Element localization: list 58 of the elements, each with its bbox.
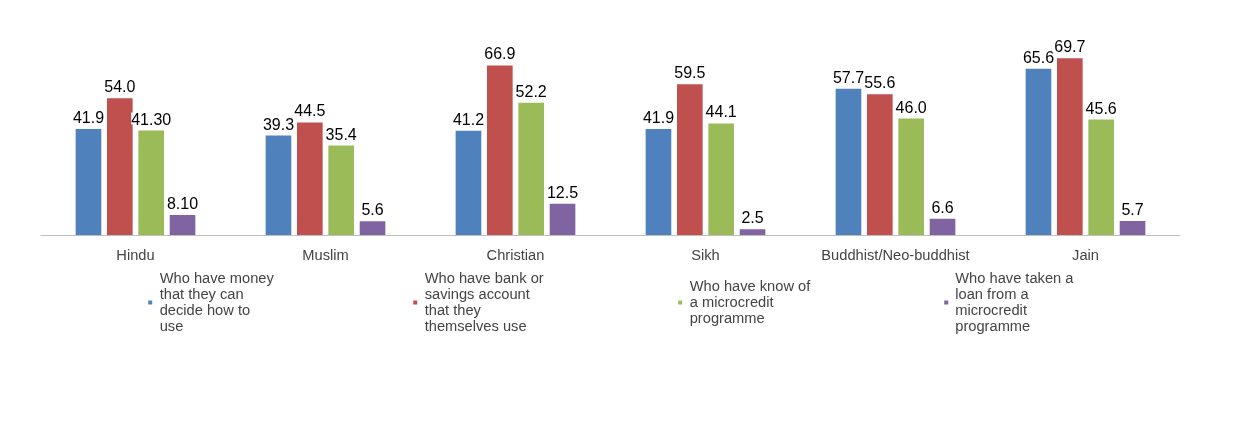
legend-label: Who have know of a microcredit programme	[689, 278, 811, 326]
data-label: 35.4	[325, 125, 357, 143]
data-label: 46.0	[895, 98, 927, 116]
legend-label: Who have money that they can decide how to use	[159, 270, 275, 334]
data-label: 41.9	[642, 109, 675, 126]
bar	[107, 98, 133, 236]
data-label: 55.6	[864, 74, 896, 92]
bar	[359, 221, 386, 236]
bar	[677, 84, 703, 236]
data-label: 45.6	[1085, 99, 1117, 117]
x-tick-label: Hindu	[116, 246, 155, 263]
bar	[297, 122, 323, 236]
data-label: 57.7	[832, 68, 865, 86]
bar	[835, 88, 862, 236]
bar	[929, 218, 956, 236]
x-tick-label: Jain	[1072, 246, 1099, 263]
bar	[867, 94, 893, 236]
x-tick-label: Muslim	[302, 246, 349, 263]
x-tick-label: Christian	[486, 246, 545, 263]
legend-label: Who have bank or savings account that they themselves use	[424, 270, 545, 334]
data-label: 8.10	[166, 194, 199, 212]
bar	[265, 135, 292, 236]
data-label: 39.3	[262, 115, 295, 133]
bar	[138, 130, 164, 236]
bar	[169, 214, 196, 236]
data-label: 41.2	[452, 110, 485, 128]
data-label: 5.6	[361, 201, 384, 219]
data-label: 44.5	[294, 102, 326, 120]
bar	[487, 65, 513, 236]
bar	[455, 130, 482, 236]
legend-label: Who have taken a loan from a microcredit programme	[955, 270, 1075, 334]
bar	[1088, 119, 1114, 236]
bar	[518, 102, 544, 236]
data-label: 12.5	[546, 183, 579, 201]
bar	[549, 203, 576, 236]
bar	[1057, 58, 1083, 236]
data-label: 54.0	[104, 78, 136, 96]
bar	[739, 229, 766, 236]
data-label: 41.30	[131, 110, 172, 128]
bar	[1119, 221, 1146, 236]
data-label: 5.7	[1121, 201, 1144, 219]
data-label: 41.9	[72, 109, 105, 126]
bar	[328, 145, 354, 236]
bar	[75, 129, 102, 236]
data-label: 2.5	[741, 209, 764, 227]
bar	[1025, 68, 1052, 236]
x-tick-label: Sikh	[691, 246, 720, 263]
data-label: 65.6	[1022, 48, 1055, 66]
bar	[898, 118, 924, 236]
bar	[645, 129, 672, 236]
data-label: 44.1	[705, 103, 737, 121]
data-label: 52.2	[515, 82, 547, 100]
data-label: 6.6	[931, 198, 954, 216]
data-label: 59.5	[674, 64, 706, 82]
x-tick-label: Buddhist/Neo-buddhist	[821, 246, 970, 263]
data-label: 66.9	[484, 45, 516, 63]
bar	[708, 123, 734, 236]
data-label: 69.7	[1054, 38, 1086, 56]
